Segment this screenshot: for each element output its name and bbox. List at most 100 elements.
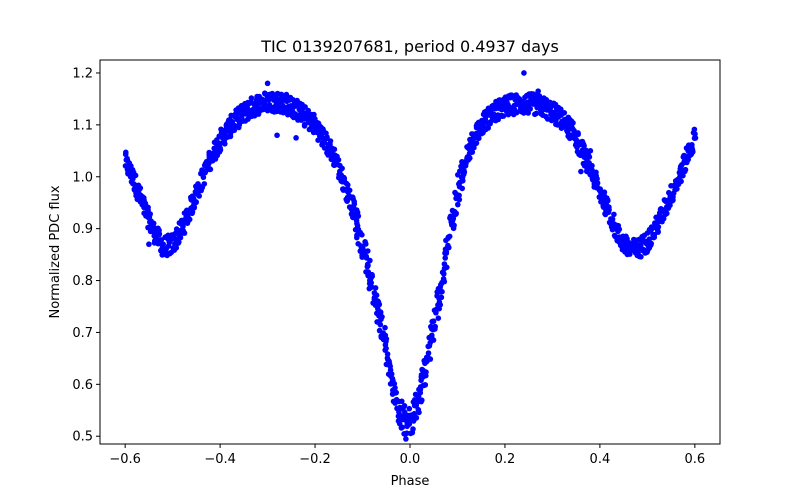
data-point [441, 278, 448, 285]
data-point [403, 436, 409, 442]
data-point [311, 111, 317, 118]
data-point [156, 231, 163, 237]
data-point [377, 321, 384, 328]
data-point [473, 140, 480, 146]
data-point [410, 426, 416, 432]
x-tick-label: −0.2 [299, 452, 331, 467]
outlier-point [160, 251, 166, 258]
data-point [417, 389, 424, 396]
data-point [406, 405, 413, 412]
chart-title: TIC 0139207681, period 0.4937 days [260, 37, 559, 56]
data-point [367, 257, 373, 264]
data-point [430, 337, 437, 343]
data-point [137, 185, 144, 191]
data-point [173, 245, 180, 251]
data-point [611, 211, 617, 218]
data-point [302, 104, 308, 110]
y-tick-label: 1.1 [72, 118, 93, 133]
data-point [363, 253, 370, 260]
data-point [442, 255, 449, 261]
data-point [186, 216, 193, 223]
data-point [147, 211, 153, 217]
data-point [438, 294, 445, 301]
data-point [201, 181, 208, 187]
data-point [401, 403, 408, 409]
data-point [365, 262, 371, 269]
data-point [176, 239, 182, 245]
y-tick-label: 0.5 [72, 430, 93, 445]
data-point [335, 157, 342, 163]
outlier-point [127, 171, 133, 177]
data-point [455, 201, 461, 208]
data-point [456, 192, 462, 199]
data-point [692, 135, 699, 141]
data-point [655, 224, 662, 230]
x-axis-label: Phase [391, 474, 430, 489]
y-tick-label: 0.8 [72, 274, 93, 289]
data-point [533, 110, 540, 117]
data-point [386, 358, 392, 365]
x-tick-label: −0.4 [204, 452, 236, 467]
y-tick-label: 0.9 [72, 222, 93, 237]
x-tick-label: 0.0 [400, 452, 421, 467]
data-point [593, 175, 600, 182]
data-point [446, 233, 453, 240]
data-point [384, 351, 391, 357]
data-point [690, 149, 696, 155]
x-tick-label: 0.4 [590, 452, 611, 467]
data-point [373, 292, 380, 299]
data-point [422, 382, 429, 388]
data-point [181, 230, 188, 236]
data-point [383, 336, 390, 342]
data-point [460, 178, 466, 184]
data-point [453, 210, 460, 217]
data-point [585, 152, 592, 159]
data-point [399, 424, 406, 431]
data-point [691, 126, 698, 133]
outlier-point [264, 80, 271, 87]
data-point [346, 187, 353, 194]
data-point [570, 120, 576, 126]
data-point [339, 165, 345, 172]
data-point [391, 380, 398, 387]
data-point [451, 222, 457, 229]
data-point [372, 285, 379, 291]
data-point [446, 244, 452, 251]
data-point [667, 202, 673, 209]
data-point [558, 106, 564, 112]
data-point [222, 141, 228, 147]
outlier-point [535, 88, 541, 94]
outlier-point [521, 70, 527, 76]
x-tick-label: −0.6 [109, 452, 141, 467]
data-point [351, 201, 358, 207]
data-point [365, 248, 371, 254]
y-axis: 0.5 0.6 0.7 0.8 0.9 1.0 1.1 1.2 [72, 66, 100, 445]
outlier-point [274, 132, 280, 139]
data-point [594, 180, 601, 186]
y-axis-label: Normalized PDC flux [48, 185, 63, 318]
data-point [217, 145, 223, 151]
data-point [459, 185, 466, 192]
y-tick-label: 0.6 [72, 378, 93, 393]
data-point [320, 126, 326, 132]
data-point [369, 273, 376, 280]
data-point [456, 196, 463, 203]
data-point [200, 174, 207, 181]
data-point [305, 107, 312, 114]
data-point [527, 106, 533, 112]
data-point [383, 345, 389, 352]
data-point [682, 166, 689, 173]
data-point [589, 162, 595, 169]
data-point [433, 310, 439, 316]
data-point [327, 141, 333, 148]
data-point [444, 264, 450, 271]
data-point [413, 414, 419, 421]
data-point [432, 326, 438, 332]
data-point [132, 172, 139, 179]
data-point [355, 213, 362, 219]
data-point [180, 223, 186, 230]
data-point [500, 113, 507, 119]
outlier-point [293, 135, 299, 141]
data-point [376, 301, 383, 308]
